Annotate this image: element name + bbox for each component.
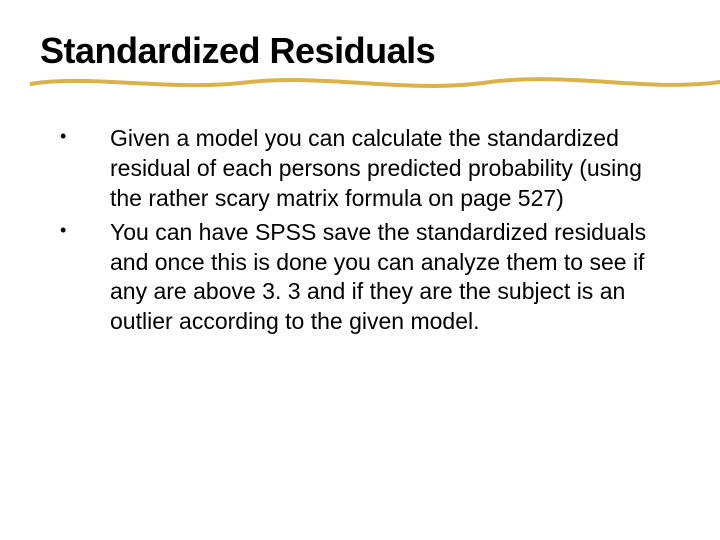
title-underline [40, 78, 680, 96]
bullet-marker-icon: • [60, 218, 110, 241]
bullet-list: • Given a model you can calculate the st… [40, 124, 680, 337]
wave-underline-icon [30, 72, 720, 102]
bullet-text: You can have SPSS save the standardized … [110, 218, 650, 338]
bullet-text: Given a model you can calculate the stan… [110, 124, 650, 214]
list-item: • Given a model you can calculate the st… [60, 124, 650, 214]
slide: Standardized Residuals • Given a model y… [0, 0, 720, 540]
page-title: Standardized Residuals [40, 30, 680, 72]
list-item: • You can have SPSS save the standardize… [60, 218, 650, 338]
bullet-marker-icon: • [60, 124, 110, 147]
